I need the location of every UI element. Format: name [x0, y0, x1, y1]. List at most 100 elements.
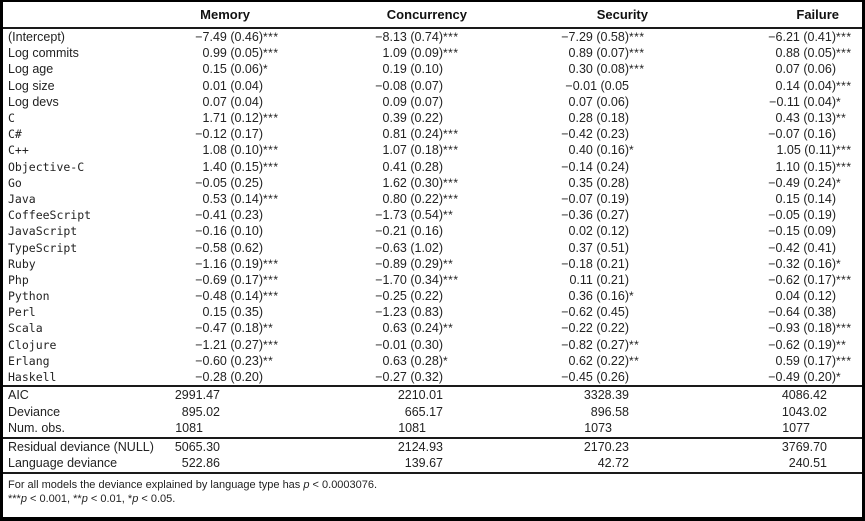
table-header: Memory Concurrency Security Failure	[3, 2, 862, 29]
coefficient-value: −0.07 (0.16)	[768, 127, 836, 142]
coefficient-value: −0.36 (0.27)	[561, 208, 629, 223]
coefficient-cell: −0.05 (0.25)	[173, 175, 289, 191]
summary-cell: 4086.42	[655, 386, 862, 404]
coefficient-value: −0.64 (0.38)	[768, 305, 836, 320]
coefficient-value: 0.39 (0.22)	[382, 111, 443, 126]
coefficient-value: 1.62 (0.30)	[382, 175, 443, 190]
coefficient-cell: 0.15 (0.35)	[173, 304, 289, 320]
table-row: Go −0.05 (0.25) 1.62 (0.30)*** 0.35 (0.28) −…	[3, 175, 862, 191]
coefficient-cell: 0.43 (0.13)**	[655, 110, 862, 126]
coefficient-value: −0.45 (0.26)	[561, 370, 629, 385]
significance-stars: ***	[263, 111, 279, 126]
coefficient-value: −0.27 (0.32)	[375, 370, 443, 385]
summary-value: 240.51	[788, 456, 827, 471]
coefficient-cell: −0.01 (0.05	[469, 78, 655, 94]
coefficient-value: −1.16 (0.19)	[195, 256, 263, 271]
coefficient-cell: −0.25 (0.22)	[289, 288, 469, 304]
coefficient-value: 1.40 (0.15)	[202, 159, 263, 174]
summary-value: 1043.02	[781, 404, 827, 419]
p-symbol: p	[20, 492, 27, 505]
significance-stars: *	[629, 143, 635, 158]
coefficient-value: −0.60 (0.23)	[195, 353, 263, 368]
coefficient-cell: −0.21 (0.16)	[289, 223, 469, 239]
coefficient-value: 0.81 (0.24)	[382, 127, 443, 142]
summary-value: 3328.39	[583, 388, 629, 403]
coefficient-value: 0.07 (0.06)	[568, 94, 629, 109]
significance-stars: **	[263, 321, 274, 336]
significance-stars: ***	[263, 46, 279, 61]
coefficient-value: 1.08 (0.10)	[202, 143, 263, 158]
coefficient-value: −7.29 (0.58)	[561, 30, 629, 45]
summary-label: Deviance	[8, 404, 61, 419]
coefficient-cell: −0.32 (0.16)*	[655, 256, 862, 272]
row-label: Haskell	[8, 370, 57, 385]
significance-stars: **	[443, 208, 454, 223]
coefficient-cell: −7.49 (0.46)***	[173, 28, 289, 45]
coefficient-cell: −0.47 (0.18)**	[173, 320, 289, 336]
coefficient-cell: −0.18 (0.21)	[469, 256, 655, 272]
coefficient-cell: −0.22 (0.22)	[469, 320, 655, 336]
coefficient-cell: −0.48 (0.14)***	[173, 288, 289, 304]
coefficient-cell: 0.09 (0.07)	[289, 94, 469, 110]
coefficient-value: −7.49 (0.46)	[195, 30, 263, 45]
coefficient-cell: 0.28 (0.18)	[469, 110, 655, 126]
summary-cell: 1081	[289, 420, 469, 438]
summary-value: 1081	[398, 421, 426, 436]
coefficient-cell: 0.62 (0.22)**	[469, 353, 655, 369]
coefficient-cell: 0.02 (0.12)	[469, 223, 655, 239]
summary-value: 42.72	[597, 456, 629, 471]
summary-cell: 1081	[173, 420, 289, 438]
row-label: Go	[8, 175, 22, 190]
coefficient-cell: 0.41 (0.28)	[289, 159, 469, 175]
summary-value: 896.58	[590, 404, 629, 419]
coefficient-cell: −0.89 (0.29)**	[289, 256, 469, 272]
coefficient-cell: 1.62 (0.30)***	[289, 175, 469, 191]
coefficient-value: −0.58 (0.62)	[195, 240, 263, 255]
table-row: (Intercept) −7.49 (0.46)*** −8.13 (0.74)**…	[3, 28, 862, 45]
coefficient-cell: 0.15 (0.06)*	[173, 61, 289, 77]
coefficient-value: 0.02 (0.12)	[568, 224, 629, 239]
summary-cell: 5065.30	[173, 438, 289, 456]
coefficient-cell: −1.21 (0.27)***	[173, 337, 289, 353]
row-label: JavaScript	[8, 224, 78, 239]
coefficient-cell: 0.04 (0.12)	[655, 288, 862, 304]
coefficient-value: −1.73 (0.54)	[375, 208, 443, 223]
coefficient-cell: 0.63 (0.24)**	[289, 320, 469, 336]
significance-stars: **	[629, 353, 640, 368]
coefficient-cell: 0.59 (0.17)***	[655, 353, 862, 369]
table-row: Log age 0.15 (0.06)* 0.19 (0.10) 0.30 (0.08…	[3, 61, 862, 77]
coefficient-value: −0.82 (0.27)	[561, 337, 629, 352]
coefficient-value: 0.01 (0.04)	[202, 78, 263, 93]
coefficient-cell: −0.60 (0.23)**	[173, 353, 289, 369]
summary-cell: 1077	[655, 420, 862, 438]
table-row: C++ 1.08 (0.10)*** 1.07 (0.18)*** 0.40 (0.1…	[3, 142, 862, 158]
coefficient-cell: 0.53 (0.14)***	[173, 191, 289, 207]
coefficient-cell: 0.11 (0.21)	[469, 272, 655, 288]
summary-row: Residual deviance (NULL) 5065.30 2124.93 21…	[3, 438, 862, 456]
coefficient-cell: 1.40 (0.15)***	[173, 159, 289, 175]
coefficient-cell: 1.10 (0.15)***	[655, 159, 862, 175]
coefficient-value: −0.42 (0.23)	[561, 127, 629, 142]
summary-cell: 895.02	[173, 404, 289, 421]
coefficient-cell: −0.69 (0.17)***	[173, 272, 289, 288]
coefficient-cell: 0.01 (0.04)	[173, 78, 289, 94]
coefficient-cell: −0.14 (0.24)	[469, 159, 655, 175]
coefficient-cell: 0.40 (0.16)*	[469, 142, 655, 158]
row-label: Clojure	[8, 337, 57, 352]
summary-value: 1077	[782, 421, 810, 436]
coefficient-value: 0.63 (0.28)	[382, 353, 443, 368]
coefficient-value: 0.43 (0.13)	[775, 111, 836, 126]
coefficient-value: 0.28 (0.18)	[568, 111, 629, 126]
coefficients-table: Memory Concurrency Security Failure (Int…	[3, 2, 862, 472]
coefficient-value: −0.89 (0.29)	[375, 256, 443, 271]
row-label: Php	[8, 272, 29, 287]
significance-stars: ***	[443, 191, 459, 206]
summary-cell: 240.51	[655, 455, 862, 472]
footnote-text: < 0.0003076.	[309, 478, 378, 491]
coefficient-cell: −0.42 (0.41)	[655, 239, 862, 255]
coefficient-value: −0.14 (0.24)	[561, 159, 629, 174]
footnote-text: < 0.05.	[138, 492, 176, 505]
coefficient-cell: −6.21 (0.41)***	[655, 28, 862, 45]
coefficient-cell: −7.29 (0.58)***	[469, 28, 655, 45]
coefficient-cell: −0.05 (0.19)	[655, 207, 862, 223]
